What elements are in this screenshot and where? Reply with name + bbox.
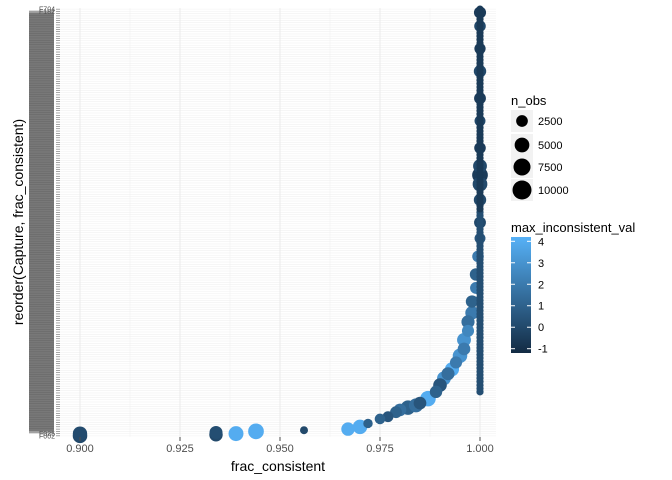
data-point: [429, 385, 443, 399]
data-point: [374, 413, 386, 425]
colorbar-label: 4: [538, 236, 544, 248]
colorbar: [511, 237, 531, 353]
data-point: [441, 367, 455, 381]
colorbar-label: 3: [538, 258, 544, 270]
y-category-labels: F025F002F704F182: [29, 7, 60, 440]
data-point: [457, 342, 471, 356]
x-axis-ticks: 0.900 0.925 0.950 0.975 1.000: [66, 437, 494, 455]
size-legend-title: n_obs: [511, 93, 547, 108]
data-point: [72, 426, 88, 441]
size-legend-label: 7500: [538, 162, 562, 174]
x-tick-label: 0.925: [166, 443, 194, 455]
data-points: [72, 5, 488, 444]
size-legend-dot: [514, 137, 530, 153]
x-tick-label: 0.900: [66, 443, 94, 455]
x-axis-title: frac_consistent: [231, 458, 325, 474]
size-legend-label: 5000: [538, 140, 562, 152]
data-point: [363, 418, 373, 429]
data-point: [449, 356, 463, 369]
y-tick-label-glyph: [29, 10, 54, 16]
x-tick-label: 0.950: [266, 443, 294, 455]
data-point: [461, 315, 475, 329]
data-point: [476, 5, 484, 13]
color-legend: max_inconsistent_val 4 3 2 1 0 -1: [511, 220, 635, 356]
size-legend-label: 10000: [538, 185, 569, 197]
y-tick-label: F704: [39, 7, 55, 14]
y-tick-label: F025: [39, 431, 55, 438]
size-legend-dot: [513, 158, 531, 176]
colorbar-label: 0: [538, 322, 544, 334]
color-legend-title: max_inconsistent_val: [511, 220, 635, 235]
size-legend-dot: [516, 115, 528, 127]
colorbar-label: 1: [538, 301, 544, 313]
plot-panel: [60, 8, 496, 437]
x-tick-label: 1.000: [466, 443, 494, 455]
colorbar-label: 2: [538, 279, 544, 291]
size-legend: n_obs 2500 5000 7500 10000: [511, 93, 569, 201]
data-point: [228, 426, 244, 442]
data-point: [209, 425, 223, 440]
y-axis-title: reorder(Capture, frac_consistent): [10, 119, 26, 325]
size-legend-label: 2500: [538, 116, 562, 128]
colorbar-label: -1: [538, 344, 548, 356]
size-legend-dot: [512, 180, 532, 200]
data-point: [341, 422, 355, 436]
data-point: [248, 423, 264, 440]
data-point: [300, 426, 308, 435]
y-tick-label: F002: [39, 433, 55, 440]
x-tick-label: 0.975: [366, 443, 394, 455]
data-point: [461, 324, 475, 337]
data-point: [465, 295, 479, 308]
data-point: [413, 396, 427, 410]
